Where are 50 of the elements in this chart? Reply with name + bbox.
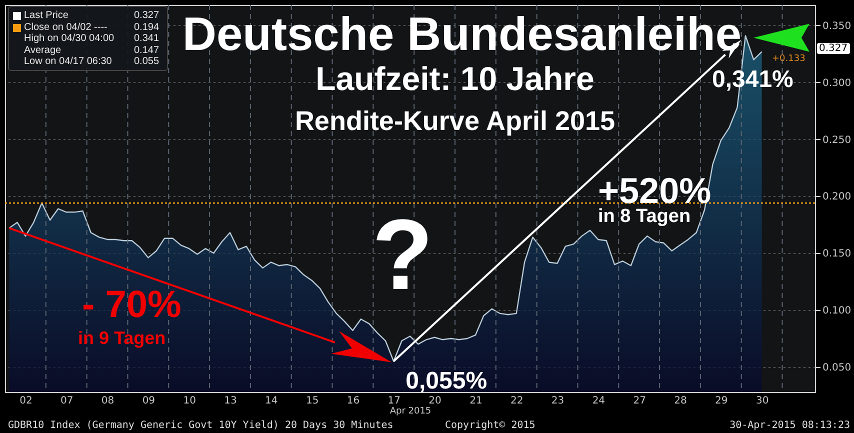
x-tick-label: 22: [510, 396, 524, 406]
annotation: Low on 04/17 06:30: [24, 56, 112, 67]
annotation: 0.341: [134, 33, 160, 44]
x-axis-title: Apr 2015: [390, 406, 432, 416]
x-tick-label: 29: [715, 396, 728, 406]
annotation: 0,055%: [406, 367, 488, 394]
annotation: 0.327: [134, 10, 160, 21]
x-tick-label: 14: [265, 396, 278, 406]
annotation: - 70%: [82, 284, 182, 327]
y-tick-label: 0.100: [822, 306, 852, 317]
text: Copyright© 2015: [445, 420, 536, 431]
annotation: Last Price: [24, 10, 68, 21]
x-tick-label: 10: [183, 396, 196, 406]
y-tick-label: 0.200: [822, 192, 852, 203]
x-tick-label: 20: [428, 396, 442, 406]
y-tick-label: 0.050: [822, 362, 852, 374]
annotation: in 8 Tagen: [598, 206, 691, 228]
x-tick-label: 23: [551, 396, 564, 406]
annotation: Rendite-Kurve April 2015: [294, 106, 616, 136]
annotation: Average: [24, 44, 62, 56]
x-tick-label: 09: [142, 396, 156, 406]
x-tick-label: 28: [674, 396, 687, 406]
y-tick-label: 0.250: [822, 134, 852, 146]
y-tick-label: 0.300: [822, 78, 852, 89]
x-tick-label: 15: [306, 396, 319, 406]
annotation: in 9 Tagen: [78, 328, 166, 349]
x-tick-label: 16: [346, 396, 360, 406]
annotation: ?: [372, 199, 434, 311]
annotation: Close on 04/02 ----: [24, 22, 108, 32]
x-tick-label: 21: [470, 396, 482, 406]
text: 30-Apr-2015 08:13:23: [730, 420, 850, 431]
y-tick-label: 0.150: [822, 248, 852, 260]
x-tick-label: 27: [633, 396, 646, 406]
annotation: +0.133: [772, 54, 806, 64]
x-tick-label: 13: [224, 396, 237, 406]
annotation: High on 04/30 04:00: [24, 33, 114, 44]
chart-title: Deutsche Bundesanleihe: [182, 7, 742, 60]
x-tick-label: 08: [101, 396, 114, 406]
text: Laufzeit: 10 Jahre: [316, 60, 594, 97]
x-tick-label: 07: [60, 396, 74, 406]
text: GDBR10 Index (Germany Generic Govt 10Y Yield) 20 Days 30 Minutes: [8, 420, 394, 431]
text: 0.327: [817, 43, 850, 54]
x-tick-label: 17: [388, 396, 401, 406]
y-tick-label: 0.350: [822, 20, 852, 32]
x-tick-label: 02: [20, 396, 32, 406]
x-tick-label: 30: [756, 396, 769, 406]
x-tick-label: 24: [592, 396, 606, 406]
annotation: 0.147: [134, 44, 160, 56]
annotation: 0.055: [134, 56, 160, 67]
annotation: 0.194: [134, 22, 160, 32]
